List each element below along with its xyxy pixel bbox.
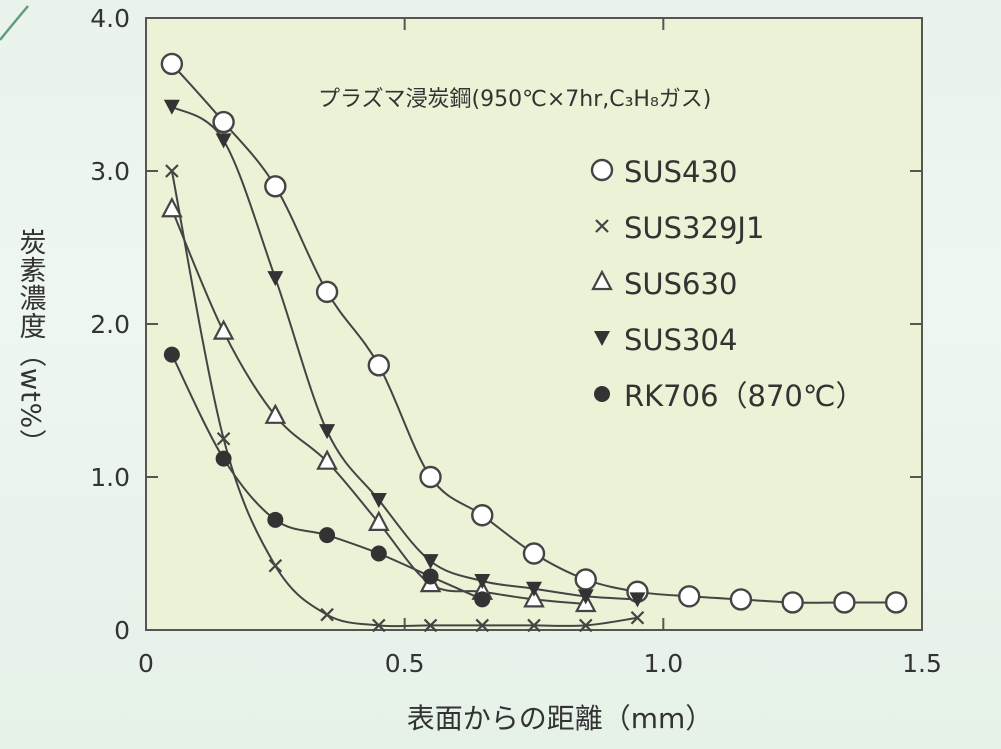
legend-entry: SUS329J1 bbox=[624, 211, 764, 245]
legend-marker bbox=[594, 386, 610, 402]
x-tick-label: 1.0 bbox=[643, 649, 683, 678]
data-point bbox=[212, 110, 235, 134]
data-point bbox=[629, 592, 646, 608]
data-point bbox=[319, 527, 336, 544]
data-point bbox=[216, 431, 231, 446]
x-tick-label: 1.5 bbox=[902, 649, 942, 678]
data-point bbox=[527, 618, 541, 633]
data-point bbox=[678, 585, 701, 608]
data-point bbox=[161, 196, 183, 218]
legend-entry: RK706（870℃） bbox=[624, 379, 864, 413]
x-tick-label: 0 bbox=[138, 649, 154, 678]
data-point bbox=[370, 545, 387, 562]
data-point bbox=[163, 99, 180, 115]
legend-entry: SUS430 bbox=[624, 155, 737, 189]
data-point bbox=[264, 403, 287, 424]
data-point bbox=[367, 354, 390, 377]
data-point bbox=[522, 542, 546, 565]
data-point bbox=[577, 589, 594, 605]
y-tick-label: 0 bbox=[114, 616, 130, 645]
data-point bbox=[422, 554, 439, 570]
data-point bbox=[215, 133, 232, 149]
data-point bbox=[160, 52, 184, 76]
data-point bbox=[475, 618, 490, 633]
series-line bbox=[171, 63, 897, 604]
data-point bbox=[523, 587, 545, 608]
data-point bbox=[267, 511, 284, 528]
y-axis-label: 炭素濃度（wt%） bbox=[15, 228, 47, 458]
data-point bbox=[471, 504, 494, 527]
data-point bbox=[474, 574, 491, 590]
chart-title: プラズマ浸炭鋼(950℃×7hr,C₃H₈ガス) bbox=[318, 87, 711, 112]
data-point bbox=[526, 581, 542, 597]
legend-entry: SUS630 bbox=[624, 267, 737, 301]
data-point bbox=[423, 618, 438, 633]
x-tick-label: 0.5 bbox=[385, 649, 425, 678]
decorative-arc bbox=[0, 5, 29, 41]
y-tick-label: 3.0 bbox=[90, 157, 130, 186]
data-point bbox=[419, 465, 442, 489]
series-markers bbox=[160, 52, 908, 633]
data-point bbox=[212, 319, 235, 340]
data-point bbox=[267, 271, 284, 287]
y-tick-label: 4.0 bbox=[90, 4, 130, 33]
legend-entry: SUS304 bbox=[624, 323, 737, 357]
legend-marker bbox=[590, 158, 614, 182]
data-point bbox=[574, 568, 597, 591]
data-point bbox=[474, 591, 491, 608]
axis-ticks: 0 1.0 2.0 3.0 4.0 0 0.5 1.0 1.5 bbox=[90, 4, 942, 678]
data-point bbox=[320, 607, 334, 622]
data-point bbox=[370, 492, 387, 508]
data-point bbox=[630, 610, 645, 625]
x-axis-label: 表面からの距離（mm） bbox=[407, 702, 714, 735]
legend: SUS430 SUS329J1 SUS630 SUS304 RK706（870℃） bbox=[590, 155, 864, 413]
data-point bbox=[163, 346, 180, 363]
data-point bbox=[215, 450, 232, 467]
y-tick-label: 2.0 bbox=[90, 310, 130, 339]
data-point bbox=[264, 175, 287, 198]
legend-marker bbox=[591, 269, 613, 291]
data-point bbox=[578, 618, 593, 633]
y-tick-label: 1.0 bbox=[90, 463, 130, 492]
plot-area bbox=[145, 17, 923, 631]
legend-marker bbox=[594, 331, 610, 346]
series-line bbox=[170, 170, 638, 628]
data-point bbox=[833, 591, 856, 614]
data-point bbox=[165, 164, 179, 178]
legend-marker bbox=[595, 219, 609, 233]
data-point bbox=[315, 280, 339, 304]
data-point bbox=[367, 510, 390, 531]
data-point bbox=[319, 424, 336, 440]
data-point bbox=[372, 618, 386, 633]
data-point bbox=[268, 558, 283, 573]
data-point bbox=[884, 591, 908, 614]
data-point bbox=[729, 588, 753, 611]
data-point bbox=[781, 591, 804, 614]
data-point bbox=[316, 449, 338, 470]
data-point bbox=[422, 568, 439, 585]
